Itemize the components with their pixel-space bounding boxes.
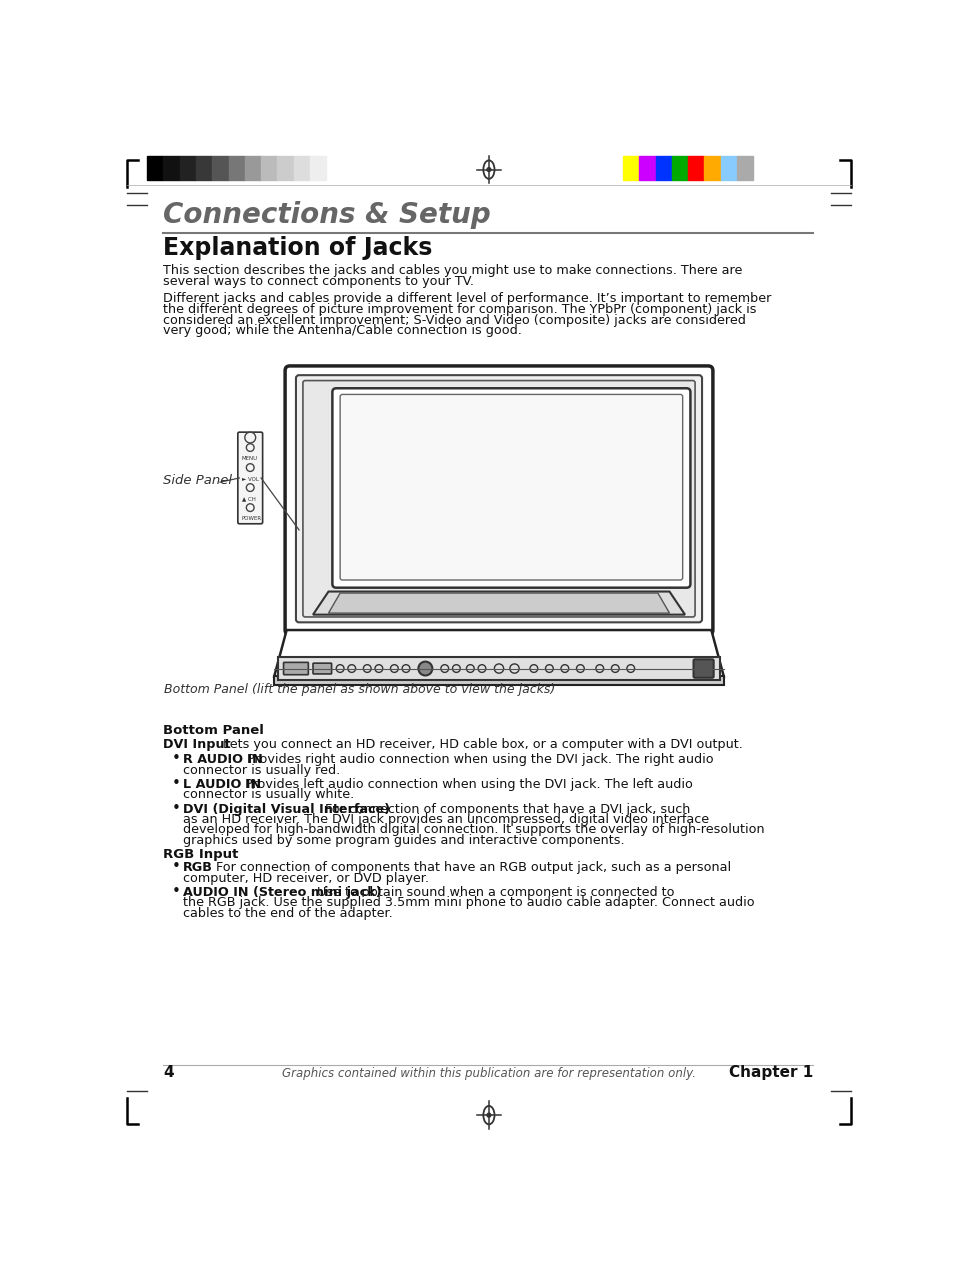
- Text: •: •: [172, 800, 181, 815]
- Text: For connection of components that have a DVI jack, such: For connection of components that have a…: [313, 803, 690, 815]
- Text: •: •: [172, 776, 181, 791]
- Text: Different jacks and cables provide a different level of performance. It’s import: Different jacks and cables provide a dif…: [163, 293, 771, 305]
- Polygon shape: [313, 591, 684, 614]
- Bar: [163, 156, 179, 179]
- Bar: [671, 156, 687, 179]
- Bar: [639, 156, 655, 179]
- FancyBboxPatch shape: [237, 432, 262, 524]
- Text: the RGB jack. Use the supplied 3.5mm mini phone to audio cable adapter. Connect : the RGB jack. Use the supplied 3.5mm min…: [183, 897, 754, 909]
- Bar: [147, 156, 163, 179]
- Text: Provides right audio connection when using the DVI jack. The right audio: Provides right audio connection when usi…: [235, 753, 714, 766]
- Text: For connection of components that have an RGB output jack, such as a personal: For connection of components that have a…: [204, 861, 731, 874]
- Bar: [294, 156, 310, 179]
- Circle shape: [486, 1113, 491, 1117]
- Text: Graphics contained within this publication are for representation only.: Graphics contained within this publicati…: [282, 1067, 695, 1080]
- Text: POWER: POWER: [241, 516, 261, 522]
- Text: Lets you connect an HD receiver, HD cable box, or a computer with a DVI output.: Lets you connect an HD receiver, HD cabl…: [212, 738, 742, 750]
- Bar: [703, 156, 720, 179]
- Text: MENU: MENU: [241, 455, 257, 460]
- Text: •: •: [172, 752, 181, 766]
- Text: R AUDIO IN: R AUDIO IN: [183, 753, 262, 766]
- Text: cables to the end of the adapter.: cables to the end of the adapter.: [183, 907, 392, 920]
- Text: RGB Input: RGB Input: [163, 847, 238, 861]
- Polygon shape: [328, 593, 669, 613]
- Text: Side Panel: Side Panel: [163, 473, 233, 487]
- Text: •: •: [172, 884, 181, 899]
- Bar: [687, 156, 703, 179]
- Text: considered an excellent improvement; S-Video and Video (composite) jacks are con: considered an excellent improvement; S-V…: [163, 314, 745, 327]
- Text: DVI (Digital Visual Interface): DVI (Digital Visual Interface): [183, 803, 390, 815]
- Text: Connections & Setup: Connections & Setup: [163, 201, 491, 229]
- Bar: [720, 156, 736, 179]
- Bar: [310, 156, 326, 179]
- Text: AUDIO IN (Stereo mini jack): AUDIO IN (Stereo mini jack): [183, 887, 381, 899]
- Bar: [179, 156, 195, 179]
- Text: Chapter 1: Chapter 1: [728, 1065, 812, 1080]
- Text: computer, HD receiver, or DVD player.: computer, HD receiver, or DVD player.: [183, 871, 428, 885]
- FancyBboxPatch shape: [313, 663, 332, 674]
- Bar: [736, 156, 753, 179]
- Polygon shape: [274, 677, 723, 686]
- FancyBboxPatch shape: [340, 394, 682, 580]
- FancyBboxPatch shape: [283, 663, 308, 674]
- Bar: [212, 156, 229, 179]
- Text: 4: 4: [163, 1065, 173, 1080]
- Text: connector is usually white.: connector is usually white.: [183, 789, 354, 801]
- Text: ▲ CH: ▲ CH: [241, 496, 255, 501]
- Bar: [245, 156, 261, 179]
- Text: Provides left audio connection when using the DVI jack. The left audio: Provides left audio connection when usin…: [233, 778, 692, 791]
- FancyBboxPatch shape: [303, 380, 695, 617]
- Text: the different degrees of picture improvement for comparison. The YPbPr (componen: the different degrees of picture improve…: [163, 303, 756, 315]
- FancyBboxPatch shape: [332, 388, 690, 588]
- Text: very good; while the Antenna/Cable connection is good.: very good; while the Antenna/Cable conne…: [163, 324, 521, 337]
- Text: developed for high-bandwidth digital connection. It supports the overlay of high: developed for high-bandwidth digital con…: [183, 823, 763, 836]
- Text: RGB: RGB: [183, 861, 213, 874]
- Text: several ways to connect components to your TV.: several ways to connect components to yo…: [163, 275, 474, 287]
- Polygon shape: [274, 630, 723, 677]
- Circle shape: [418, 661, 432, 675]
- Text: •: •: [172, 860, 181, 874]
- Bar: [195, 156, 212, 179]
- Bar: [655, 156, 671, 179]
- Text: connector is usually red.: connector is usually red.: [183, 763, 339, 777]
- Text: Explanation of Jacks: Explanation of Jacks: [163, 237, 433, 259]
- Text: ► VOL: ► VOL: [241, 477, 258, 482]
- FancyBboxPatch shape: [693, 659, 713, 678]
- Bar: [277, 156, 294, 179]
- Text: Bottom Panel: Bottom Panel: [163, 724, 264, 736]
- Text: This section describes the jacks and cables you might use to make connections. T: This section describes the jacks and cab…: [163, 265, 742, 277]
- Bar: [278, 658, 720, 681]
- Text: as an HD receiver. The DVI jack provides an uncompressed, digital video interfac: as an HD receiver. The DVI jack provides…: [183, 813, 708, 826]
- Text: L AUDIO IN: L AUDIO IN: [183, 778, 261, 791]
- Text: Use to obtain sound when a component is connected to: Use to obtain sound when a component is …: [305, 887, 674, 899]
- FancyBboxPatch shape: [285, 366, 712, 635]
- FancyBboxPatch shape: [295, 375, 701, 622]
- Text: DVI Input: DVI Input: [163, 738, 231, 750]
- Bar: [229, 156, 245, 179]
- Bar: [261, 156, 277, 179]
- Bar: [622, 156, 639, 179]
- Text: Bottom Panel (lift the panel as shown above to view the jacks): Bottom Panel (lift the panel as shown ab…: [164, 683, 555, 696]
- Circle shape: [486, 168, 491, 172]
- Text: graphics used by some program guides and interactive components.: graphics used by some program guides and…: [183, 833, 624, 847]
